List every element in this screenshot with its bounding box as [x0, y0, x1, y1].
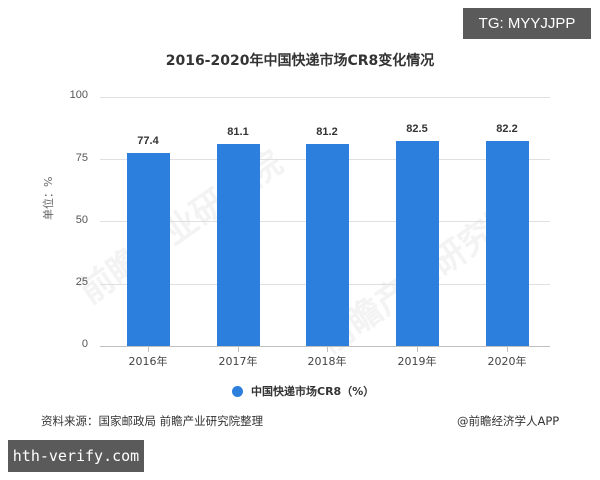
x-tick: 2018年 [307, 355, 347, 368]
bar[interactable] [127, 153, 170, 346]
data-label: 82.2 [496, 123, 518, 135]
y-tick: 0 [81, 338, 88, 350]
x-tick-mark [507, 347, 508, 352]
site-badge: hth-verify.com [8, 440, 144, 472]
y-tick: 50 [75, 214, 88, 226]
legend[interactable]: 中国快递市场CR8（%） [232, 383, 374, 399]
x-tick-mark [327, 347, 328, 352]
x-tick: 2019年 [397, 355, 437, 368]
y-tick: 75 [75, 152, 88, 164]
gridline [100, 97, 550, 98]
x-axis-line [100, 346, 550, 347]
legend-marker-icon [232, 385, 243, 397]
source-note: 资料来源：国家邮政局 前瞻产业研究院整理 [41, 414, 264, 428]
data-label: 81.2 [316, 126, 338, 138]
x-tick: 2020年 [487, 355, 527, 368]
legend-label: 中国快递市场CR8（%） [251, 385, 375, 398]
x-tick-mark [417, 347, 418, 352]
credit-note: @前瞻经济学人APP [457, 414, 560, 428]
y-tick: 25 [75, 276, 88, 288]
data-label: 82.5 [406, 123, 428, 135]
chart-title: 2016-2020年中国快递市场CR8变化情况 [165, 53, 435, 69]
tg-badge: TG: MYYJJPP [463, 8, 591, 39]
bar[interactable] [396, 141, 439, 346]
y-tick: 100 [69, 89, 88, 101]
data-label: 77.4 [137, 135, 159, 147]
data-label: 81.1 [227, 126, 249, 138]
plot-area: 77.4 81.1 81.2 82.5 82.2 [100, 97, 550, 352]
x-tick: 2016年 [128, 355, 168, 368]
x-tick: 2017年 [218, 355, 258, 368]
bar[interactable] [217, 144, 260, 346]
bar[interactable] [486, 141, 529, 346]
bar[interactable] [306, 144, 349, 346]
x-tick-mark [238, 347, 239, 352]
x-tick-mark [148, 347, 149, 352]
